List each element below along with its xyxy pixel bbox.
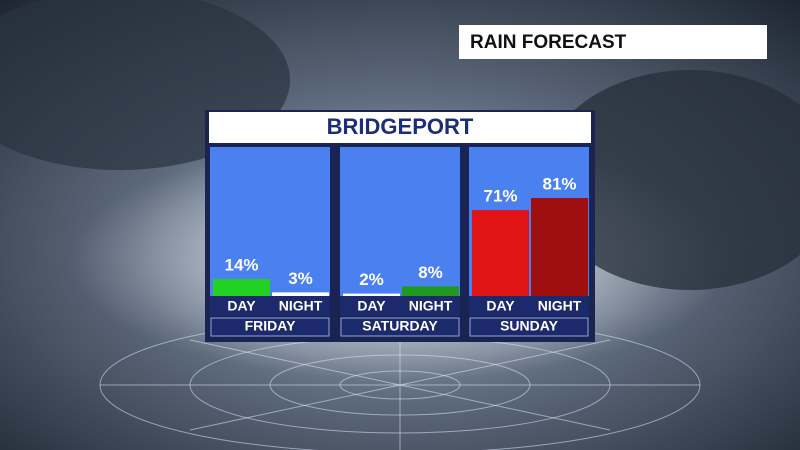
value-label: 71% xyxy=(483,187,517,206)
bar xyxy=(402,286,459,296)
bar xyxy=(343,293,400,296)
chart-title: RAIN FORECAST xyxy=(470,32,627,53)
label-row xyxy=(340,296,460,316)
chart-subtitle: BRIDGEPORT xyxy=(327,114,474,139)
day-row xyxy=(210,317,330,337)
value-label: 14% xyxy=(224,256,258,275)
panel xyxy=(340,147,460,296)
panel xyxy=(210,147,330,296)
bar xyxy=(213,279,270,296)
value-label: 2% xyxy=(359,270,384,289)
value-label: 8% xyxy=(418,263,443,282)
bar xyxy=(531,197,588,296)
category-label: SUNDAY xyxy=(500,318,558,334)
bar xyxy=(272,292,329,296)
bar xyxy=(472,210,529,296)
day-row xyxy=(340,317,460,337)
category-label: SATURDAY xyxy=(362,318,438,334)
cloud xyxy=(540,70,800,290)
series-label: NIGHT xyxy=(409,298,453,314)
series-label: DAY xyxy=(227,298,256,314)
series-label: DAY xyxy=(357,298,386,314)
value-label: 81% xyxy=(542,174,576,193)
series-label: NIGHT xyxy=(538,298,582,314)
series-label: DAY xyxy=(486,298,515,314)
label-row xyxy=(210,296,330,316)
value-label: 3% xyxy=(288,269,313,288)
series-label: NIGHT xyxy=(279,298,323,314)
subtitle-box xyxy=(209,112,591,143)
label-row xyxy=(469,296,589,316)
day-row xyxy=(469,317,589,337)
category-label: FRIDAY xyxy=(245,318,296,334)
title-box xyxy=(459,25,767,59)
